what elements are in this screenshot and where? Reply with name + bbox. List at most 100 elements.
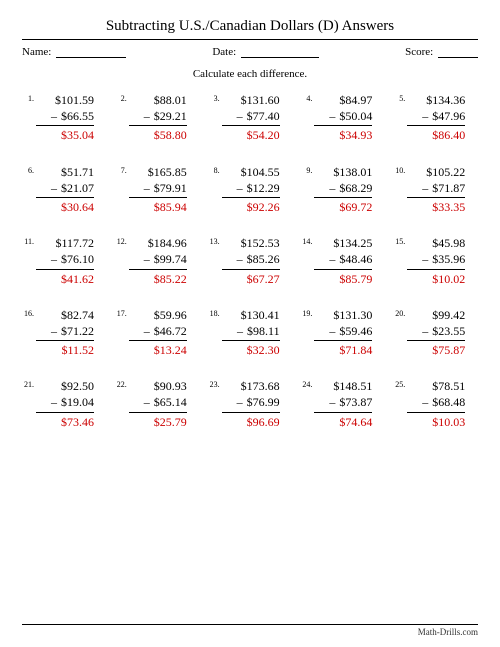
problem-number: 19.: [300, 307, 312, 318]
problem-stack: $101.59–$66.55$35.04: [36, 92, 94, 144]
subtrahend-row: –$68.48: [407, 394, 465, 412]
problem-number: 3.: [208, 92, 220, 103]
subtrahend: $99.74: [154, 252, 187, 266]
problem-number: 17.: [115, 307, 127, 318]
problem-cell: 16.$82.74–$71.22$11.52: [22, 307, 107, 359]
problem-stack: $131.60–$77.40$54.20: [222, 92, 280, 144]
subtrahend: $21.07: [61, 181, 94, 195]
answer: $71.84: [314, 341, 372, 358]
subtrahend: $23.55: [432, 324, 465, 338]
minuend: $82.74: [36, 307, 94, 323]
subtrahend-row: –$12.29: [222, 180, 280, 198]
minus-sign: –: [237, 394, 247, 410]
minus-sign: –: [51, 394, 61, 410]
answer: $32.30: [222, 341, 280, 358]
problem-cell: 13.$152.53–$85.26$67.27: [208, 235, 293, 287]
problem-cell: 2.$88.01–$29.21$58.80: [115, 92, 200, 144]
problem-stack: $184.96–$99.74$85.22: [129, 235, 187, 287]
minuend: $51.71: [36, 164, 94, 180]
problem-number: 16.: [22, 307, 34, 318]
problem-cell: 15.$45.98–$35.96$10.02: [393, 235, 478, 287]
subtrahend: $12.29: [247, 181, 280, 195]
minuend: $59.96: [129, 307, 187, 323]
worksheet-page: Subtracting U.S./Canadian Dollars (D) An…: [0, 0, 500, 647]
problem-number: 2.: [115, 92, 127, 103]
subtrahend: $66.55: [61, 109, 94, 123]
problem-number: 15.: [393, 235, 405, 246]
minuend: $184.96: [129, 235, 187, 251]
problem-stack: $152.53–$85.26$67.27: [222, 235, 280, 287]
title-rule: [22, 39, 478, 40]
score-blank[interactable]: [438, 57, 478, 58]
problem-cell: 10.$105.22–$71.87$33.35: [393, 164, 478, 216]
problem-number: 22.: [115, 378, 127, 389]
answer: $58.80: [129, 126, 187, 143]
subtrahend: $47.96: [432, 109, 465, 123]
problem-cell: 18.$130.41–$98.11$32.30: [208, 307, 293, 359]
problem-number: 24.: [300, 378, 312, 389]
problem-cell: 24.$148.51–$73.87$74.64: [300, 378, 385, 430]
minuend: $99.42: [407, 307, 465, 323]
subtrahend-row: –$85.26: [222, 251, 280, 269]
subtrahend: $77.40: [247, 109, 280, 123]
minus-sign: –: [144, 180, 154, 196]
problem-number: 6.: [22, 164, 34, 175]
subtrahend: $76.10: [61, 252, 94, 266]
answer: $73.46: [36, 413, 94, 430]
minuend: $88.01: [129, 92, 187, 108]
answer: $34.93: [314, 126, 372, 143]
problem-stack: $165.85–$79.91$85.94: [129, 164, 187, 216]
answer: $13.24: [129, 341, 187, 358]
answer: $74.64: [314, 413, 372, 430]
subtrahend: $19.04: [61, 395, 94, 409]
subtrahend-row: –$59.46: [314, 323, 372, 341]
problem-number: 18.: [208, 307, 220, 318]
name-blank[interactable]: [56, 57, 126, 58]
minuend: $131.60: [222, 92, 280, 108]
answer: $10.02: [407, 270, 465, 287]
problem-stack: $82.74–$71.22$11.52: [36, 307, 94, 359]
subtrahend-row: –$76.10: [36, 251, 94, 269]
instruction-text: Calculate each difference.: [22, 68, 478, 80]
subtrahend: $68.29: [339, 181, 372, 195]
answer: $69.72: [314, 198, 372, 215]
answer: $30.64: [36, 198, 94, 215]
subtrahend: $85.26: [247, 252, 280, 266]
problem-number: 4.: [300, 92, 312, 103]
meta-row: Name: Date: Score:: [22, 46, 478, 58]
subtrahend: $29.21: [154, 109, 187, 123]
minus-sign: –: [51, 180, 61, 196]
minuend: $165.85: [129, 164, 187, 180]
minus-sign: –: [329, 108, 339, 124]
problem-stack: $105.22–$71.87$33.35: [407, 164, 465, 216]
problem-stack: $84.97–$50.04$34.93: [314, 92, 372, 144]
minuend: $104.55: [222, 164, 280, 180]
problem-stack: $131.30–$59.46$71.84: [314, 307, 372, 359]
problem-number: 20.: [393, 307, 405, 318]
date-blank[interactable]: [241, 57, 319, 58]
subtrahend: $48.46: [339, 252, 372, 266]
problem-number: 13.: [208, 235, 220, 246]
subtrahend: $71.22: [61, 324, 94, 338]
problem-stack: $90.93–$65.14$25.79: [129, 378, 187, 430]
minus-sign: –: [422, 323, 432, 339]
page-title: Subtracting U.S./Canadian Dollars (D) An…: [22, 18, 478, 35]
problem-number: 25.: [393, 378, 405, 389]
answer: $25.79: [129, 413, 187, 430]
subtrahend-row: –$29.21: [129, 108, 187, 126]
problem-cell: 19.$131.30–$59.46$71.84: [300, 307, 385, 359]
subtrahend-row: –$73.87: [314, 394, 372, 412]
minus-sign: –: [237, 180, 247, 196]
problem-cell: 14.$134.25–$48.46$85.79: [300, 235, 385, 287]
problem-stack: $138.01–$68.29$69.72: [314, 164, 372, 216]
problem-cell: 3.$131.60–$77.40$54.20: [208, 92, 293, 144]
name-label: Name:: [22, 46, 51, 58]
problem-stack: $59.96–$46.72$13.24: [129, 307, 187, 359]
answer: $67.27: [222, 270, 280, 287]
problem-cell: 23.$173.68–$76.99$96.69: [208, 378, 293, 430]
problem-number: 14.: [300, 235, 312, 246]
subtrahend-row: –$98.11: [222, 323, 280, 341]
name-field: Name:: [22, 46, 126, 58]
subtrahend: $65.14: [154, 395, 187, 409]
problem-number: 11.: [22, 235, 34, 246]
